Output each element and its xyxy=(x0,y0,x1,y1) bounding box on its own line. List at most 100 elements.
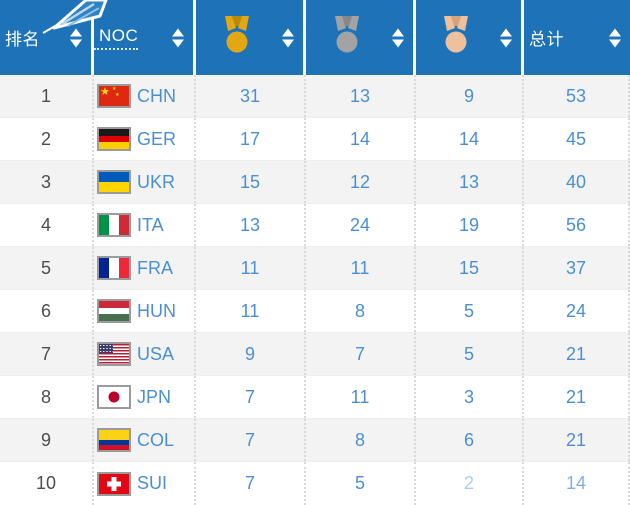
rank-cell: 2 xyxy=(0,118,94,160)
silver-count: 11 xyxy=(350,386,370,407)
column-header-gold[interactable] xyxy=(196,0,306,75)
bronze-count-cell: 15 xyxy=(416,247,524,289)
gold-count-cell: 15 xyxy=(196,161,306,203)
total-count-cell: 45 xyxy=(524,118,630,160)
medal-table-header: 排名 NOC 总计 xyxy=(0,0,630,75)
total-count-cell: 40 xyxy=(524,161,630,203)
gold-count-cell: 7 xyxy=(196,376,306,418)
noc-code-link[interactable]: CHN xyxy=(137,85,176,106)
gold-medal-icon xyxy=(217,16,257,59)
gold-count-cell: 7 xyxy=(196,419,306,461)
sort-arrows-icon xyxy=(609,28,621,47)
noc-code-link[interactable]: ITA xyxy=(137,214,164,235)
silver-count: 24 xyxy=(349,214,371,235)
gold-count: 17 xyxy=(239,128,261,149)
rank-cell: 10 xyxy=(0,462,94,505)
rank-cell: 5 xyxy=(0,247,94,289)
total-count: 37 xyxy=(565,257,587,278)
total-count-cell: 21 xyxy=(524,419,630,461)
table-row: 4 ITA 13 24 19 56 xyxy=(0,204,630,247)
gold-count: 13 xyxy=(239,214,261,235)
total-count-cell: 53 xyxy=(524,75,630,117)
bronze-count: 15 xyxy=(458,257,480,278)
noc-cell: GER xyxy=(94,118,196,160)
column-header-total[interactable]: 总计 xyxy=(524,0,630,75)
gold-count: 9 xyxy=(244,343,255,364)
flag-col-icon xyxy=(97,428,131,452)
bronze-medal-icon xyxy=(436,16,476,59)
medal-table-body: 1 ★ ★ ★ CHN 31 13 9 53 2 GER 17 14 14 45 3 UKR 15 12 13 40 4 I… xyxy=(0,75,630,505)
total-count-cell: 21 xyxy=(524,333,630,375)
silver-count: 7 xyxy=(354,343,365,364)
gold-count-cell: 17 xyxy=(196,118,306,160)
noc-cell: SUI xyxy=(94,462,196,505)
noc-code-link[interactable]: USA xyxy=(137,343,175,364)
sort-arrows-icon xyxy=(500,28,512,47)
noc-cell: ITA xyxy=(94,204,196,246)
table-row: 3 UKR 15 12 13 40 xyxy=(0,161,630,204)
column-header-total-label: 总计 xyxy=(529,30,564,49)
rank-cell: 8 xyxy=(0,376,94,418)
silver-count: 8 xyxy=(354,429,365,450)
bronze-count: 13 xyxy=(458,171,480,192)
column-header-noc[interactable]: NOC xyxy=(94,0,196,75)
rank-cell: 3 xyxy=(0,161,94,203)
noc-code-link[interactable]: FRA xyxy=(137,257,173,278)
noc-code-link[interactable]: UKR xyxy=(137,171,176,192)
bronze-count-cell: 19 xyxy=(416,204,524,246)
table-row: 7 USA 9 7 5 21 xyxy=(0,333,630,376)
noc-code-link[interactable]: HUN xyxy=(137,300,176,321)
bronze-count: 5 xyxy=(463,300,474,321)
flag-ukr-icon xyxy=(97,170,131,194)
table-row: 2 GER 17 14 14 45 xyxy=(0,118,630,161)
gold-count: 11 xyxy=(240,257,260,278)
bronze-count-cell: 13 xyxy=(416,161,524,203)
silver-count-cell: 7 xyxy=(306,333,416,375)
silver-count-cell: 5 xyxy=(306,462,416,505)
noc-code-link[interactable]: GER xyxy=(137,128,177,149)
table-row: 1 ★ ★ ★ CHN 31 13 9 53 xyxy=(0,75,630,118)
gold-count: 15 xyxy=(239,171,261,192)
noc-cell: UKR xyxy=(94,161,196,203)
table-row: 6 HUN 11 8 5 24 xyxy=(0,290,630,333)
total-count-cell: 37 xyxy=(524,247,630,289)
rank-cell: 9 xyxy=(0,419,94,461)
silver-count: 12 xyxy=(349,171,371,192)
silver-count: 14 xyxy=(349,128,371,149)
total-count-cell: 56 xyxy=(524,204,630,246)
sort-arrows-icon xyxy=(70,28,82,47)
gold-count-cell: 13 xyxy=(196,204,306,246)
total-count: 53 xyxy=(565,85,587,106)
gold-count-cell: 9 xyxy=(196,333,306,375)
noc-code-link[interactable]: COL xyxy=(137,429,175,450)
rank-cell: 7 xyxy=(0,333,94,375)
total-count: 45 xyxy=(565,128,587,149)
total-count-cell: 24 xyxy=(524,290,630,332)
bronze-count-cell: 5 xyxy=(416,290,524,332)
total-count: 21 xyxy=(565,343,587,364)
table-row: 8 JPN 7 11 3 21 xyxy=(0,376,630,419)
bronze-count: 19 xyxy=(458,214,480,235)
total-count: 14 xyxy=(565,473,587,493)
column-header-bronze[interactable] xyxy=(416,0,524,75)
bronze-count: 14 xyxy=(458,128,480,149)
silver-count-cell: 11 xyxy=(306,247,416,289)
rank-cell: 4 xyxy=(0,204,94,246)
bronze-count: 2 xyxy=(463,473,474,493)
column-header-rank[interactable]: 排名 xyxy=(0,0,94,75)
gold-count-cell: 31 xyxy=(196,75,306,117)
bronze-count-cell: 5 xyxy=(416,333,524,375)
table-row: 5 FRA 11 11 15 37 xyxy=(0,247,630,290)
silver-count-cell: 8 xyxy=(306,290,416,332)
total-count: 21 xyxy=(565,386,587,407)
total-count: 21 xyxy=(565,429,587,450)
flag-ger-icon xyxy=(97,127,131,151)
silver-count-cell: 14 xyxy=(306,118,416,160)
noc-code-link[interactable]: JPN xyxy=(137,386,172,407)
column-header-silver[interactable] xyxy=(306,0,416,75)
total-count: 56 xyxy=(565,214,587,235)
noc-code-link[interactable]: SUI xyxy=(137,473,168,493)
gold-count: 7 xyxy=(244,386,255,407)
gold-count: 31 xyxy=(239,85,261,106)
